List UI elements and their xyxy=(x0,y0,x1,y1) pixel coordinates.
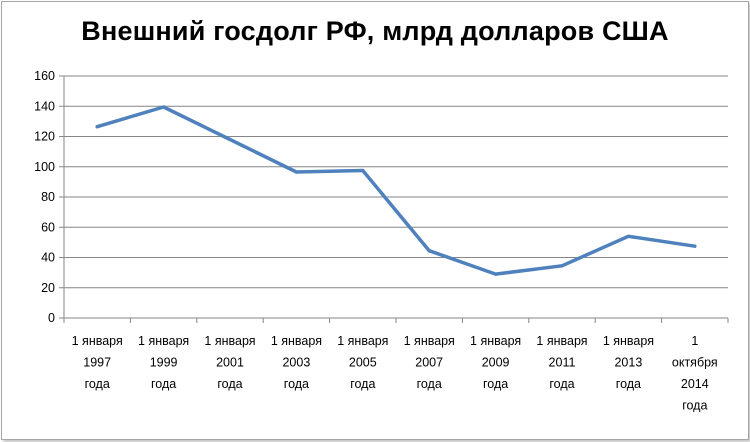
x-category-label-line: 1 января xyxy=(603,334,654,348)
data-point xyxy=(693,244,697,248)
data-point xyxy=(162,105,166,109)
x-category-label-line: 2014 xyxy=(681,377,709,391)
x-category-label-line: года xyxy=(417,377,442,391)
chart-title: Внешний госдолг РФ, млрд долларов США xyxy=(81,16,669,46)
y-tick-label: 40 xyxy=(41,251,55,265)
x-category-label: 1 января 2001 года xyxy=(204,334,255,391)
x-category-label-line: 1 января xyxy=(536,334,587,348)
x-category-label: 1 января 2013 года xyxy=(603,334,654,391)
gridlines xyxy=(64,75,728,289)
y-tick-label: 120 xyxy=(34,130,55,144)
x-category-label: 1 января 1997 года xyxy=(72,334,123,391)
y-tick-label: 0 xyxy=(48,311,55,325)
y-tick-label: 140 xyxy=(34,99,55,113)
data-point xyxy=(626,234,631,238)
data-point xyxy=(294,170,298,174)
x-category-label-line: октября xyxy=(672,356,718,370)
x-category-label-line: 1 января xyxy=(404,334,455,348)
x-category-label-line: 1 xyxy=(691,334,698,348)
x-category-label-line: 2005 xyxy=(349,356,377,370)
x-category-label: 1 января 2009 года xyxy=(470,334,521,391)
x-category-label-line: года xyxy=(616,377,641,391)
x-category-label-line: года xyxy=(350,377,375,391)
x-category-label: 1 января 2007 года xyxy=(404,334,455,391)
x-category-label: 1 января 2003 года xyxy=(271,334,322,391)
axes xyxy=(59,75,729,323)
x-category-label-line: 2001 xyxy=(216,356,244,370)
data-point xyxy=(228,137,232,142)
x-category-label-line: года xyxy=(682,399,707,413)
x-category-label-line: 1 января xyxy=(138,334,189,348)
data-point xyxy=(494,272,498,276)
series-line xyxy=(95,105,697,276)
x-category-label: 1 октября 2014 года xyxy=(672,334,718,413)
series-layer xyxy=(95,105,697,276)
x-category-label-line: 1 января xyxy=(72,334,123,348)
x-category-label-line: 1997 xyxy=(83,356,111,370)
x-category-label-line: 2007 xyxy=(415,356,443,370)
x-category-label: 1 января 2005 года xyxy=(337,334,388,391)
y-tick-label: 80 xyxy=(41,190,55,204)
data-point xyxy=(427,249,431,253)
data-point xyxy=(361,168,365,173)
x-category-label-line: 2003 xyxy=(282,356,310,370)
x-category-label-line: года xyxy=(151,377,176,391)
x-category-label-line: 1 января xyxy=(470,334,521,348)
x-category-label-line: 2011 xyxy=(549,356,576,370)
x-category-label-line: 1 января xyxy=(204,334,255,348)
data-point xyxy=(560,264,564,268)
x-category-label-line: года xyxy=(483,377,508,391)
x-category-label-line: 2013 xyxy=(614,356,642,370)
x-category-label-line: 1 января xyxy=(337,334,388,348)
x-category-label-line: года xyxy=(284,377,309,391)
y-tick-label: 20 xyxy=(41,281,55,295)
x-category-label-line: 1999 xyxy=(150,356,178,370)
x-category-label-line: года xyxy=(549,377,574,391)
x-category-label: 1 января 1999 года xyxy=(138,334,189,391)
y-axis-tick-labels: 0 20 40 60 80 100 120 140 160 xyxy=(34,69,55,325)
y-tick-label: 100 xyxy=(34,160,55,174)
y-tick-label: 160 xyxy=(34,69,55,83)
x-category-label-line: года xyxy=(85,377,110,391)
x-category-label-line: года xyxy=(217,377,242,391)
data-point xyxy=(95,125,99,129)
x-category-label-line: 2009 xyxy=(482,356,510,370)
x-category-label-line: 1 января xyxy=(271,334,322,348)
x-category-label: 1 января 2011 года xyxy=(536,334,587,391)
y-tick-label: 60 xyxy=(41,220,55,234)
